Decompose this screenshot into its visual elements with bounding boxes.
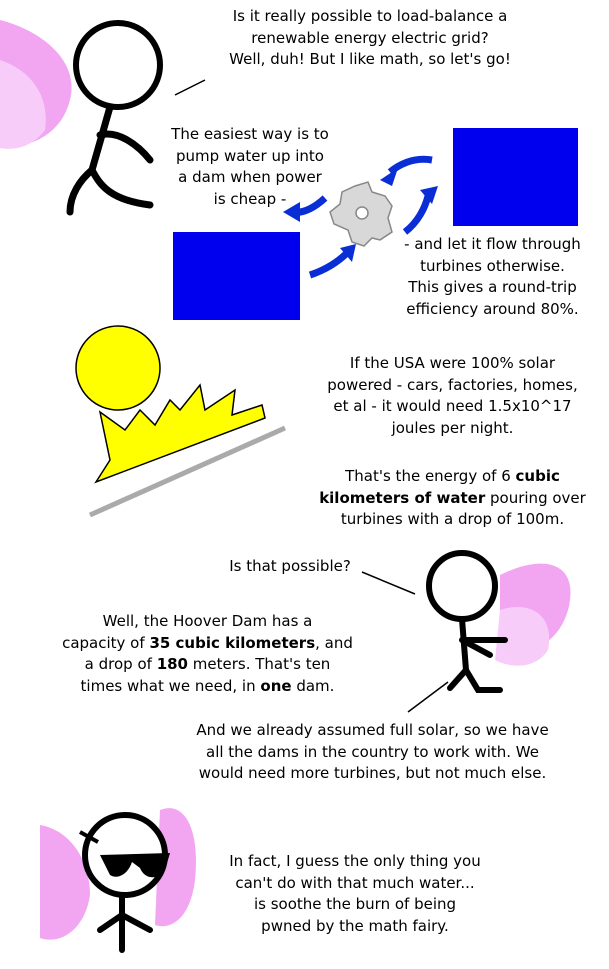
water-energy-caption: That's the energy of 6 cubic kilometers … [300, 466, 605, 531]
water-line-2: kilometers of water pouring over [319, 488, 586, 507]
pump-line-4: is cheap - [213, 189, 287, 208]
fairy-legs-middle [447, 667, 503, 693]
solar-line-4: joules per night. [391, 418, 514, 437]
arrow-head-c [283, 202, 300, 222]
fairy-body-middle [459, 616, 469, 673]
punchline-line-3: is soothe the burn of being [253, 895, 457, 913]
solar-line-2: powered - cars, factories, homes, [327, 375, 578, 394]
pumped-storage-diagram [173, 128, 578, 320]
sun-solar-panel [75, 325, 287, 518]
intro-caption: Is it really possible to load-balance a … [180, 6, 560, 71]
hoover-caption: Well, the Hoover Dam has a capacity of 3… [35, 611, 380, 697]
arrow-head-d [340, 244, 356, 262]
fairy-arms-middle [459, 637, 508, 658]
sun-icon [75, 325, 161, 411]
fairy-figure-middle [361, 550, 571, 713]
fairy-body-top [88, 103, 114, 174]
flow-caption: - and let it flow through turbines other… [380, 234, 605, 320]
hoover-line-2: capacity of 35 cubic kilometers, and [62, 633, 353, 652]
math-fairy-arms [97, 912, 153, 933]
water-line-3: turbines with a drop of 100m. [340, 510, 565, 528]
arrow-to-upper-a [387, 155, 433, 175]
pump-line-3: a dam when power [178, 168, 322, 186]
math-fairy-figure [40, 808, 196, 953]
solar-panel-line [88, 425, 287, 518]
dams-line-3: would need more turbines, but not much e… [198, 764, 547, 782]
solar-line-1: If the USA were 100% solar [349, 354, 556, 372]
pump-line-1: The easiest way is to [171, 125, 329, 143]
punchline-caption: In fact, I guess the only thing you can'… [195, 851, 515, 937]
flow-line-4: efficiency around 80%. [406, 299, 579, 318]
intro-line-3: Well, duh! But I like math, so let's go! [229, 50, 511, 68]
flow-line-1: - and let it flow through [404, 235, 581, 253]
sun-rays-icon [94, 383, 266, 484]
turbine-hub [355, 206, 369, 220]
pump-caption: The easiest way is to pump water up into… [155, 124, 345, 210]
fairy-wing-middle-lower [495, 606, 550, 666]
fairy-arm-top [96, 130, 154, 164]
speech-pointer-answer [407, 681, 449, 713]
flow-line-2: turbines otherwise. [420, 256, 565, 275]
intro-line-1: Is it really possible to load-balance a [232, 7, 508, 25]
hoover-line-3: a drop of 180 meters. That's ten [84, 655, 331, 673]
punchline-line-2: can't do with that much water... [235, 873, 475, 892]
arrow-head-b [420, 186, 438, 204]
upper-reservoir [453, 128, 578, 226]
solar-line-3: et al - it would need 1.5x10^17 [333, 397, 572, 415]
dams-line-2: all the dams in the country to work with… [206, 742, 539, 761]
fairy-wing-top-lower [0, 60, 46, 149]
sunglasses-strap [79, 830, 99, 844]
arrow-to-upper-b [402, 195, 432, 235]
question-caption: Is that possible? [229, 557, 351, 575]
dams-caption: And we already assumed full solar, so we… [140, 720, 605, 785]
sunglasses-icon [100, 853, 170, 878]
punchline-line-4: pwned by the math fairy. [261, 916, 449, 935]
intro-line-2: renewable energy electric grid? [251, 28, 489, 47]
fairy-leg2-top [66, 166, 96, 216]
fairy-figure-top [0, 20, 206, 216]
arrow-down-d [308, 249, 351, 279]
speech-pointer-top [174, 79, 206, 96]
water-line-1: That's the energy of 6 cubic [345, 467, 560, 485]
punchline-line-1: In fact, I guess the only thing you [229, 852, 481, 870]
math-fairy-wing-right [155, 808, 196, 927]
solar-energy-caption: If the USA were 100% solar powered - car… [300, 353, 605, 439]
hoover-line-4: times what we need, in one dam. [80, 676, 335, 695]
arrow-head-a [380, 168, 398, 186]
math-fairy-wing-left [40, 825, 90, 940]
speech-pointer-question [361, 571, 416, 595]
pump-line-2: pump water up into [176, 146, 324, 165]
fairy-head-middle [426, 550, 498, 622]
flow-line-3: This gives a round-trip [408, 278, 577, 296]
fairy-head-top [73, 20, 163, 110]
dams-line-1: And we already assumed full solar, so we… [196, 721, 549, 739]
hoover-line-1: Well, the Hoover Dam has a [102, 612, 313, 630]
fairy-leg1-top [88, 166, 154, 209]
lower-reservoir [173, 232, 300, 320]
